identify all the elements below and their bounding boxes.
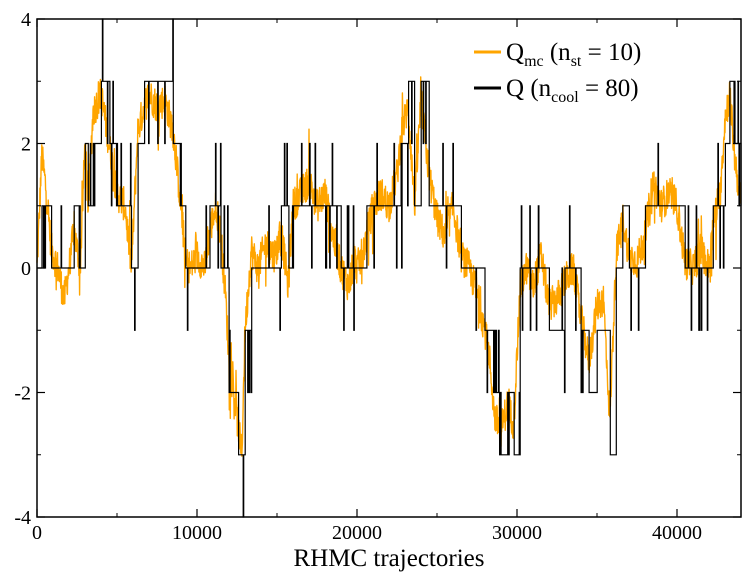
legend-entry-label: Qmc (nst = 10)	[506, 39, 641, 70]
legend-text-part: (n	[524, 75, 552, 102]
x-tick-label: 0	[32, 522, 42, 544]
x-tick-label: 40000	[652, 522, 702, 544]
x-tick-label: 20000	[332, 522, 382, 544]
y-tick-label: 4	[21, 9, 31, 31]
legend-subscript: mc	[524, 53, 544, 70]
legend-subscript: st	[571, 53, 582, 70]
x-tick-label: 30000	[492, 522, 542, 544]
series-q-line	[37, 18, 742, 518]
legend-text-part: = 80)	[579, 75, 639, 102]
x-axis-label: RHMC trajectories	[294, 545, 485, 572]
legend-subscript: cool	[551, 89, 579, 106]
series-qmc-line	[36, 76, 742, 457]
legend-text-part: Q	[506, 39, 524, 66]
legend-entry-label: Q (ncool = 80)	[506, 75, 639, 106]
legend-text-part: (n	[544, 39, 572, 66]
axis-ticks: 0 10000 20000 30000 40000 -4 -2 0 2 4	[14, 9, 741, 544]
plot-area	[36, 18, 742, 518]
legend-text-part: Q	[506, 75, 524, 102]
y-tick-label: 0	[21, 258, 31, 280]
y-tick-label: -4	[14, 507, 31, 529]
x-tick-label: 10000	[172, 522, 222, 544]
y-tick-label: 2	[21, 134, 31, 156]
legend-text-part: = 10)	[581, 39, 641, 66]
legend: Qmc (nst = 10)Q (ncool = 80)	[474, 39, 641, 106]
y-tick-label: -2	[14, 383, 31, 405]
